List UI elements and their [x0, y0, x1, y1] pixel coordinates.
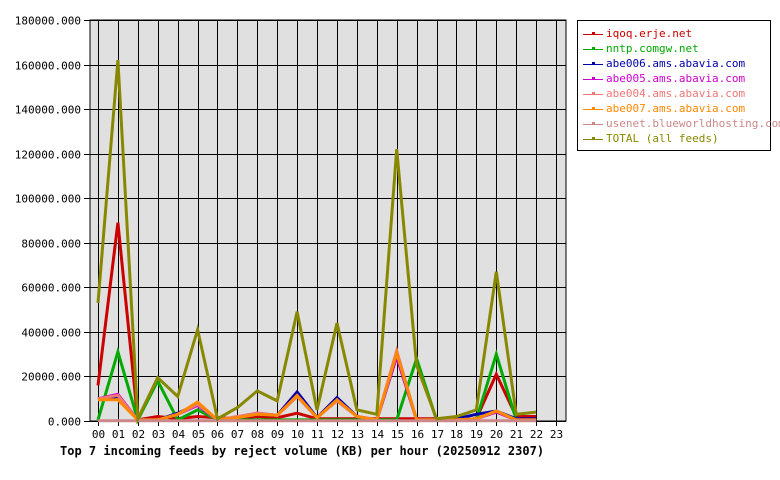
x-tick-label: 18: [450, 428, 463, 441]
legend-swatch-icon: [583, 120, 603, 128]
legend-label: abe005.ams.abavia.com: [606, 72, 746, 85]
x-tick-label: 23: [550, 428, 563, 441]
y-tick-label: 140000.000: [15, 104, 81, 117]
x-tick-label: 17: [431, 428, 444, 441]
y-tick-label: 160000.000: [15, 60, 81, 73]
legend-item: abe006.ams.abavia.com: [583, 56, 770, 71]
x-tick-label: 10: [291, 428, 304, 441]
legend-item: abe007.ams.abavia.com: [583, 101, 770, 116]
x-tick-label: 14: [371, 428, 385, 441]
chart-caption: Top 7 incoming feeds by reject volume (K…: [60, 444, 545, 458]
x-tick-label: 05: [192, 428, 205, 441]
legend-swatch-icon: [583, 60, 603, 68]
legend-label: iqoq.erje.net: [606, 27, 693, 40]
legend-item: abe004.ams.abavia.com: [583, 86, 770, 101]
legend-label: abe007.ams.abavia.com: [606, 102, 746, 115]
x-tick-label: 03: [152, 428, 165, 441]
x-tick-label: 00: [92, 428, 105, 441]
x-tick-label: 21: [510, 428, 523, 441]
legend-item: usenet.blueworldhosting.com: [583, 116, 780, 131]
x-tick-label: 19: [470, 428, 483, 441]
y-tick-label: 100000.000: [15, 193, 81, 206]
y-axis: 0.000 20000.000 40000.000 60000.000 80000.00…: [15, 15, 90, 429]
legend-swatch-icon: [583, 90, 603, 98]
series-lines: [96, 59, 537, 425]
legend-swatch-icon: [583, 135, 603, 143]
x-tick-label: 08: [251, 428, 264, 441]
legend-item: TOTAL (all feeds): [583, 131, 770, 146]
x-tick-label: 12: [331, 428, 344, 441]
x-tick-label: 07: [231, 428, 244, 441]
legend-label: abe006.ams.abavia.com: [606, 57, 746, 70]
plot-area: [89, 19, 567, 422]
legend-label: nntp.comgw.net: [606, 42, 699, 55]
legend-swatch-icon: [583, 105, 603, 113]
legend-swatch-icon: [583, 75, 603, 83]
y-tick-label: 80000.000: [21, 238, 81, 251]
y-tick-label: 0.000: [48, 416, 81, 429]
legend-item: iqoq.erje.net: [583, 26, 770, 41]
x-tick-label: 16: [411, 428, 424, 441]
x-tick-label: 06: [211, 428, 224, 441]
legend: iqoq.erje.net nntp.comgw.net abe006.ams.…: [577, 20, 780, 151]
legend-item: abe005.ams.abavia.com: [583, 71, 770, 86]
x-tick-label: 13: [351, 428, 364, 441]
legend-label: abe004.ams.abavia.com: [606, 87, 746, 100]
y-tick-label: 60000.000: [21, 282, 81, 295]
series-line: [96, 59, 537, 425]
legend-item: nntp.comgw.net: [583, 41, 770, 56]
legend-swatch-icon: [583, 45, 603, 53]
x-tick-label: 22: [530, 428, 543, 441]
y-tick-label: 120000.000: [15, 149, 81, 162]
x-tick-label: 11: [311, 428, 324, 441]
x-tick-label: 02: [132, 428, 145, 441]
legend-swatch-icon: [583, 30, 603, 38]
x-tick-label: 15: [391, 428, 404, 441]
x-axis: 00 01 02 03 04 05 06 07 08 09 10 11 12 13 14 15 16 17 18 19…: [92, 421, 563, 441]
y-tick-label: 40000.000: [21, 327, 81, 340]
y-tick-label: 20000.000: [21, 371, 81, 384]
x-tick-label: 01: [112, 428, 125, 441]
legend-label: TOTAL (all feeds): [606, 132, 719, 145]
legend-label: usenet.blueworldhosting.com: [606, 117, 780, 130]
x-tick-label: 20: [490, 428, 503, 441]
x-tick-label: 09: [271, 428, 284, 441]
x-tick-label: 04: [172, 428, 186, 441]
y-tick-label: 180000.000: [15, 15, 81, 28]
